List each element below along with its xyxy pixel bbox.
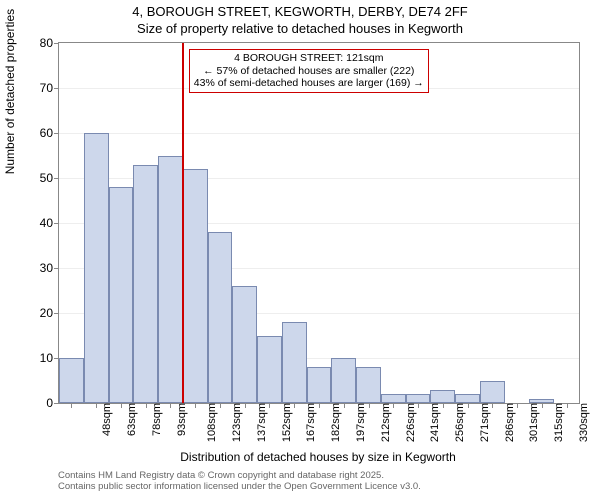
x-tick-label: 167sqm: [300, 403, 318, 442]
title-line-2: Size of property relative to detached ho…: [0, 21, 600, 38]
chart-container: 4, BOROUGH STREET, KEGWORTH, DERBY, DE74…: [0, 0, 600, 500]
histogram-bar: [84, 133, 109, 403]
x-tick: [344, 403, 345, 408]
x-tick: [517, 403, 518, 408]
histogram-bar: [257, 336, 282, 404]
annotation-box: 4 BOROUGH STREET: 121sqm← 57% of detache…: [189, 49, 429, 93]
histogram-bar: [455, 394, 480, 403]
histogram-bar: [208, 232, 233, 403]
x-tick-label: 108sqm: [201, 403, 219, 442]
x-tick-label: 226sqm: [399, 403, 417, 442]
x-tick-label: 256sqm: [448, 403, 466, 442]
x-tick-label: 152sqm: [275, 403, 293, 442]
x-tick: [195, 403, 196, 408]
x-tick-label: 286sqm: [498, 403, 516, 442]
gridline: [59, 133, 579, 134]
histogram-bar: [356, 367, 381, 403]
x-tick: [96, 403, 97, 408]
x-tick: [294, 403, 295, 408]
y-tick: [54, 43, 59, 44]
x-tick-label: 241sqm: [423, 403, 441, 442]
x-axis-title: Distribution of detached houses by size …: [58, 450, 578, 464]
annotation-line: 43% of semi-detached houses are larger (…: [194, 77, 424, 90]
x-tick: [170, 403, 171, 408]
histogram-bar: [331, 358, 356, 403]
x-tick-label: 137sqm: [250, 403, 268, 442]
annotation-line: 4 BOROUGH STREET: 121sqm: [194, 52, 424, 65]
y-axis-title: Number of detached properties: [3, 9, 17, 174]
x-tick: [71, 403, 72, 408]
histogram-bar: [59, 358, 84, 403]
x-tick: [393, 403, 394, 408]
y-tick: [54, 403, 59, 404]
y-tick: [54, 313, 59, 314]
histogram-bar: [406, 394, 431, 403]
x-tick: [121, 403, 122, 408]
attribution-line-1: Contains HM Land Registry data © Crown c…: [58, 470, 421, 481]
histogram-bar: [158, 156, 183, 404]
y-tick: [54, 88, 59, 89]
x-tick-label: 78sqm: [145, 403, 163, 436]
x-tick: [369, 403, 370, 408]
histogram-bar: [232, 286, 257, 403]
reference-line: [182, 43, 184, 403]
y-tick: [54, 268, 59, 269]
histogram-bar: [109, 187, 134, 403]
x-tick-label: 315sqm: [547, 403, 565, 442]
x-tick-label: 197sqm: [349, 403, 367, 442]
x-tick-label: 301sqm: [522, 403, 540, 442]
histogram-bar: [381, 394, 406, 403]
title-line-1: 4, BOROUGH STREET, KEGWORTH, DERBY, DE74…: [0, 4, 600, 21]
x-tick: [468, 403, 469, 408]
x-tick: [319, 403, 320, 408]
x-tick: [418, 403, 419, 408]
histogram-bar: [307, 367, 332, 403]
x-tick-label: 271sqm: [473, 403, 491, 442]
attribution: Contains HM Land Registry data © Crown c…: [58, 470, 421, 493]
x-tick: [269, 403, 270, 408]
histogram-bar: [430, 390, 455, 404]
x-tick-label: 93sqm: [170, 403, 188, 436]
x-tick: [443, 403, 444, 408]
annotation-line: ← 57% of detached houses are smaller (22…: [194, 65, 424, 78]
x-tick-label: 63sqm: [120, 403, 138, 436]
chart-title: 4, BOROUGH STREET, KEGWORTH, DERBY, DE74…: [0, 0, 600, 38]
x-tick-label: 48sqm: [95, 403, 113, 436]
x-tick: [146, 403, 147, 408]
x-tick-label: 330sqm: [572, 403, 590, 442]
histogram-bar: [183, 169, 208, 403]
x-tick: [220, 403, 221, 408]
histogram-bar: [282, 322, 307, 403]
x-tick-label: 212sqm: [374, 403, 392, 442]
x-tick-label: 123sqm: [225, 403, 243, 442]
y-tick: [54, 133, 59, 134]
histogram-bar: [133, 165, 158, 404]
attribution-line-2: Contains public sector information licen…: [58, 481, 421, 492]
plot-area: 0102030405060708048sqm63sqm78sqm93sqm108…: [58, 42, 580, 404]
y-tick: [54, 223, 59, 224]
x-tick: [567, 403, 568, 408]
x-tick: [542, 403, 543, 408]
x-tick: [245, 403, 246, 408]
x-tick: [492, 403, 493, 408]
y-tick: [54, 178, 59, 179]
histogram-bar: [480, 381, 505, 404]
x-tick-label: 182sqm: [324, 403, 342, 442]
